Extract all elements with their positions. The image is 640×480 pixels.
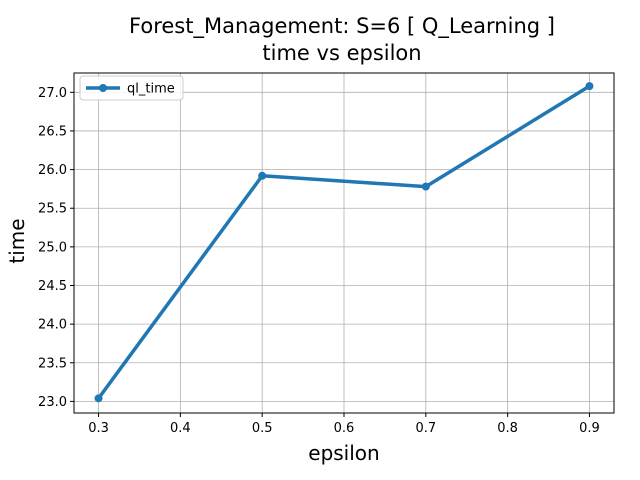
y-tick-label: 23.0 <box>38 395 67 410</box>
y-tick-label: 24.5 <box>38 279 67 294</box>
data-point <box>421 182 430 191</box>
y-tick-label: 23.5 <box>38 356 67 371</box>
x-axis-label: epsilon <box>308 441 379 465</box>
chart-title: Forest_Management: S=6 [ Q_Learning ] <box>129 14 555 39</box>
y-tick-label: 26.0 <box>38 163 67 178</box>
x-tick-label: 0.8 <box>497 421 518 436</box>
x-tick-label: 0.5 <box>252 421 273 436</box>
legend-box <box>79 75 184 101</box>
x-tick-label: 0.7 <box>415 421 436 436</box>
legend-label-ql-time: ql_time <box>127 82 175 97</box>
data-point <box>258 171 267 180</box>
x-tick-label: 0.6 <box>334 421 355 436</box>
y-axis-label: time <box>5 218 29 263</box>
y-tick-label: 26.5 <box>38 124 67 139</box>
y-tick-label: 27.0 <box>38 86 67 101</box>
series-line-ql-time <box>96 84 592 401</box>
x-axis: 0.3 0.4 0.5 0.6 0.7 0.8 0.9 <box>88 413 600 436</box>
x-tick-label: 0.3 <box>88 421 109 436</box>
y-axis: 23.0 23.5 24.0 24.5 25.0 25.5 26.0 26.5 27.0 <box>38 86 74 410</box>
data-point <box>585 82 594 91</box>
chart-subtitle: time vs epsilon <box>262 41 421 65</box>
y-tick-label: 25.5 <box>38 202 67 217</box>
y-tick-label: 24.0 <box>38 318 67 333</box>
series-group <box>94 82 594 403</box>
grid <box>74 73 614 413</box>
legend-marker-ql-time <box>99 84 107 92</box>
x-tick-label: 0.9 <box>579 421 600 436</box>
x-tick-label: 0.4 <box>170 421 191 436</box>
legend: ql_time <box>79 75 184 101</box>
data-point <box>94 394 103 403</box>
y-tick-label: 25.0 <box>38 240 67 255</box>
